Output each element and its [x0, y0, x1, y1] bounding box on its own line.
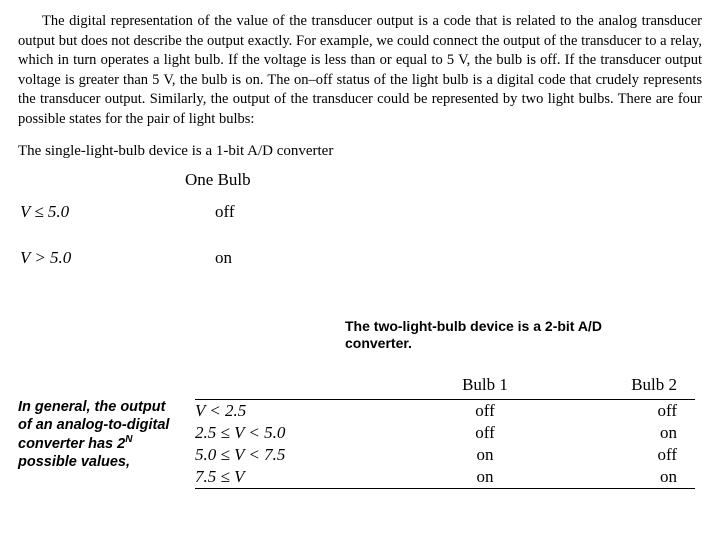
general-note-exp: N	[125, 434, 132, 445]
general-note: In general, the output of an analog-to-d…	[18, 398, 176, 471]
cell-cond: 7.5 ≤ V	[195, 467, 405, 487]
two-bit-caption: The two-light-bulb device is a 2-bit A/D…	[345, 318, 655, 352]
one-bulb-cond-1: V ≤ 5.0	[20, 202, 69, 222]
table-row: V < 2.5 off off	[195, 400, 695, 422]
two-bulb-h-b2: Bulb 2	[565, 375, 685, 395]
intro-paragraph: The digital representation of the value …	[18, 12, 702, 129]
two-bulb-table: Bulb 1 Bulb 2 V < 2.5 off off 2.5 ≤ V < …	[195, 375, 695, 489]
general-note-line1: In general, the output of an analog-to-d…	[18, 399, 169, 452]
two-bulb-footer-rule	[195, 488, 695, 489]
one-bulb-table: One Bulb V ≤ 5.0 off V > 5.0 on	[20, 170, 702, 280]
cell-b1: on	[405, 467, 565, 487]
cell-cond: 5.0 ≤ V < 7.5	[195, 445, 405, 465]
two-bulb-header-row: Bulb 1 Bulb 2	[195, 375, 695, 400]
cell-b1: on	[405, 445, 565, 465]
table-row: 2.5 ≤ V < 5.0 off on	[195, 422, 695, 444]
one-bulb-cond-2: V > 5.0	[20, 248, 71, 268]
general-note-after: possible values,	[18, 454, 130, 470]
general-note-base: 2	[117, 436, 125, 452]
cell-b2: on	[565, 467, 685, 487]
table-row: 7.5 ≤ V on on	[195, 466, 695, 488]
table-row: 5.0 ≤ V < 7.5 on off	[195, 444, 695, 466]
cell-b1: off	[405, 401, 565, 421]
one-bulb-val-2: on	[215, 248, 232, 268]
one-bulb-val-1: off	[215, 202, 235, 222]
cell-cond: V < 2.5	[195, 401, 405, 421]
single-bulb-subhead: The single-light-bulb device is a 1-bit …	[18, 143, 702, 160]
cell-b2: off	[565, 401, 685, 421]
cell-cond: 2.5 ≤ V < 5.0	[195, 423, 405, 443]
cell-b2: on	[565, 423, 685, 443]
cell-b1: off	[405, 423, 565, 443]
cell-b2: off	[565, 445, 685, 465]
one-bulb-header: One Bulb	[185, 170, 251, 190]
two-bulb-h-cond	[195, 375, 405, 395]
two-bulb-h-b1: Bulb 1	[405, 375, 565, 395]
